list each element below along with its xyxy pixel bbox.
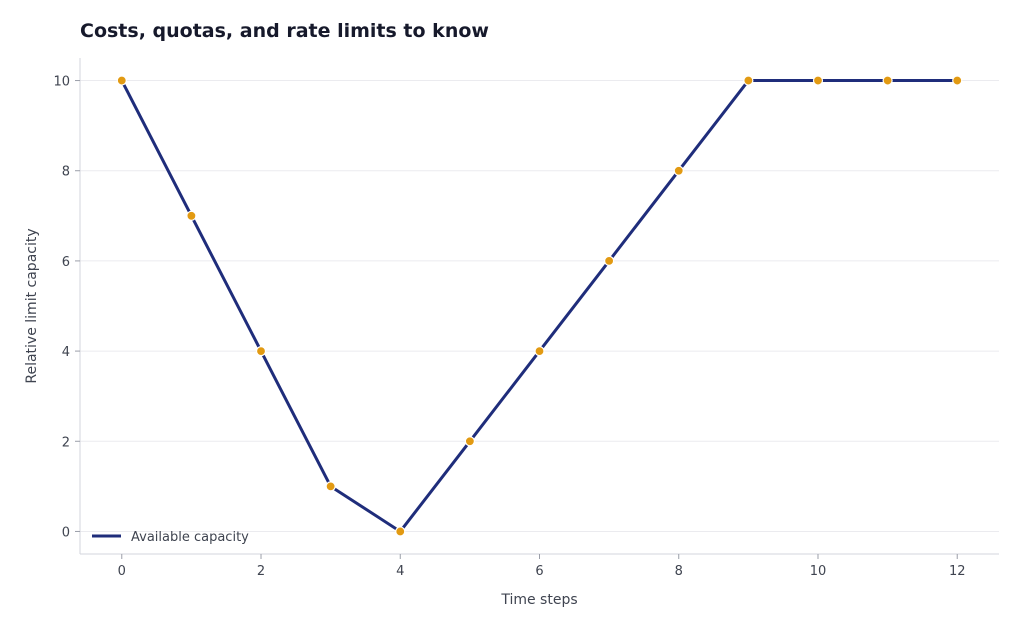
x-tick-label: 8 (675, 564, 683, 579)
data-point (812, 75, 824, 86)
y-tick-label: 0 (62, 525, 70, 540)
y-axis-label: Relative limit capacity (24, 228, 40, 383)
x-axis-label: Time steps (500, 592, 577, 608)
data-point (604, 255, 615, 267)
data-point (673, 165, 684, 176)
axes (79, 58, 999, 555)
x-ticks: 0 2 4 6 8 10 12 (118, 554, 966, 579)
x-tick-label: 0 (118, 564, 126, 579)
y-tick-label: 8 (62, 165, 70, 180)
x-tick-label: 12 (949, 564, 966, 579)
data-point (255, 345, 267, 357)
data-point (186, 210, 197, 221)
data-point (395, 526, 406, 537)
series-line (120, 79, 959, 533)
grid-lines (80, 80, 999, 532)
legend: Available capacity (92, 530, 249, 545)
chart-title: Costs, quotas, and rate limits to know (80, 20, 489, 42)
y-tick-label: 6 (62, 255, 70, 270)
legend-label: Available capacity (131, 530, 249, 545)
x-tick-label: 6 (535, 564, 543, 579)
data-point (116, 75, 127, 86)
data-point (882, 75, 893, 86)
x-tick-label: 10 (810, 564, 827, 579)
y-tick-label: 4 (62, 345, 70, 360)
data-point (952, 75, 963, 86)
data-point (743, 75, 754, 86)
x-tick-label: 4 (396, 564, 404, 579)
data-point (464, 436, 475, 447)
data-point (325, 481, 336, 492)
y-tick-label: 2 (62, 435, 70, 450)
y-ticks: 0 2 4 6 8 10 (53, 75, 80, 540)
data-point (534, 345, 545, 357)
x-tick-label: 2 (257, 564, 265, 579)
series-layer (116, 75, 963, 537)
y-tick-label: 10 (53, 75, 70, 90)
